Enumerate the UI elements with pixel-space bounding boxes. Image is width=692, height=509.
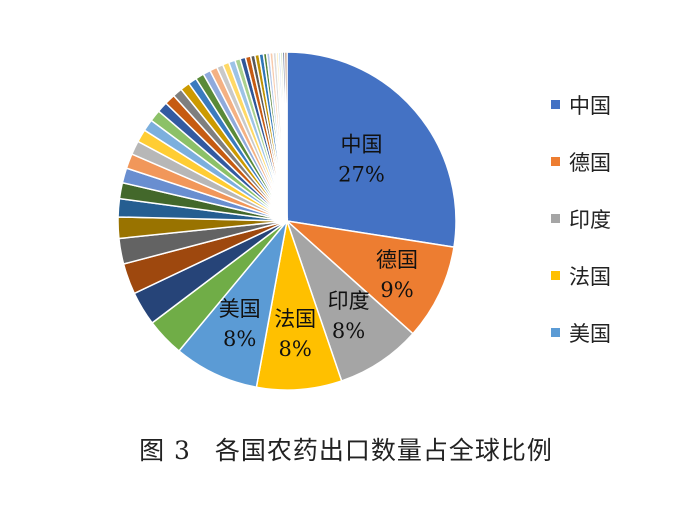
legend-swatch <box>551 157 560 166</box>
legend-swatch <box>551 214 560 223</box>
figure-number: 图 3 <box>139 436 191 465</box>
slice-label-percent: 27% <box>338 162 385 186</box>
slice-label-percent: 9% <box>380 278 413 302</box>
legend-label: 法国 <box>569 265 611 289</box>
slice-label-percent: 8% <box>279 337 312 361</box>
pie-slice-minor-43 <box>284 51 288 222</box>
pie-labels: 中国 27% 德国 9% 印度 8% 法国 8% 美国 8% <box>219 132 418 361</box>
legend-swatch <box>551 100 560 109</box>
legend-label: 印度 <box>569 208 611 232</box>
slice-label-name: 印度 <box>328 289 370 313</box>
legend-label: 德国 <box>569 151 611 175</box>
legend-swatch <box>551 271 560 280</box>
slice-label-name: 德国 <box>376 248 418 272</box>
figure-caption-text: 各国农药出口数量占全球比例 <box>214 436 553 465</box>
slice-label-name: 法国 <box>274 307 316 331</box>
slice-label-name: 美国 <box>219 297 261 321</box>
pie-slice-0 <box>286 51 457 248</box>
legend-swatch <box>551 328 560 337</box>
slice-label-percent: 8% <box>332 319 365 343</box>
slice-label-percent: 8% <box>223 327 256 351</box>
figure-caption: 图 3 各国农药出口数量占全球比例 <box>0 431 692 467</box>
legend-label: 中国 <box>569 94 611 118</box>
pie-slice-1 <box>284 219 455 335</box>
legend-label: 美国 <box>569 322 611 346</box>
pie-slices <box>117 51 457 391</box>
slice-label-name: 中国 <box>341 132 383 156</box>
